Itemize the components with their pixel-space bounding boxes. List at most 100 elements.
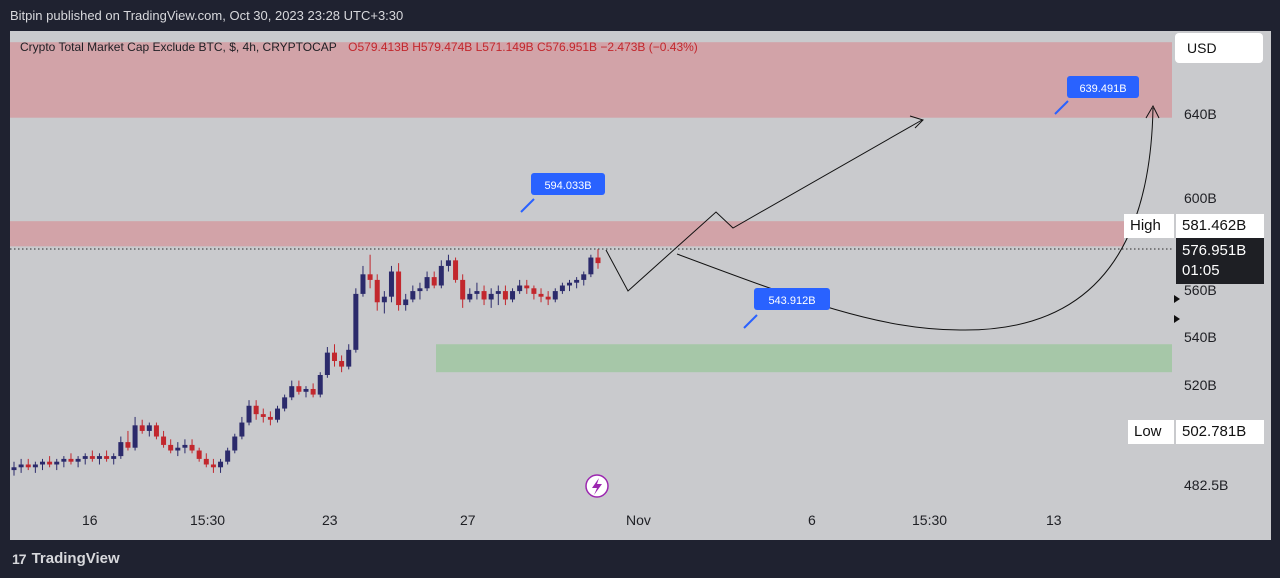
candle-body	[25, 464, 31, 468]
candle-body	[524, 285, 530, 289]
candle-body	[239, 422, 245, 437]
candle	[467, 288, 473, 303]
candle	[89, 450, 95, 462]
candle-body	[47, 461, 53, 465]
candle	[275, 405, 281, 423]
candle-body	[510, 291, 516, 300]
candle-body	[68, 458, 74, 462]
resistance-zone[interactable]	[10, 42, 1172, 118]
price-tick: 520B	[1184, 377, 1217, 393]
callout-low-label: 543.912B	[768, 295, 815, 307]
scale-arrow-icon	[1174, 315, 1180, 323]
symbol-name: Crypto Total Market Cap Exclude BTC, $, …	[20, 40, 337, 54]
candle-body	[538, 293, 544, 297]
candle	[182, 439, 188, 454]
candle	[253, 400, 259, 420]
low-value: 502.781B	[1176, 420, 1264, 444]
candle	[189, 439, 195, 454]
projection-zigzag-arrowhead	[909, 115, 924, 129]
candle-body	[353, 293, 359, 350]
time-tick: 15:30	[190, 512, 226, 528]
candle-body	[531, 288, 537, 294]
candle	[531, 285, 537, 300]
candle	[388, 265, 394, 303]
last-price-tag: 576.951B 01:05	[1176, 238, 1264, 284]
candle	[168, 439, 174, 454]
candle-body	[146, 425, 152, 431]
candle-body	[396, 271, 402, 306]
candle-body	[282, 397, 288, 409]
candle-body	[424, 277, 430, 289]
candle-body	[588, 257, 594, 275]
candle-body	[32, 464, 38, 468]
time-tick: 6	[808, 512, 816, 528]
candle-body	[153, 425, 159, 437]
candle	[417, 282, 423, 300]
candle	[374, 274, 380, 311]
candle-body	[11, 467, 17, 471]
candle	[510, 288, 516, 303]
lightning-icon[interactable]	[585, 474, 609, 498]
candle-body	[203, 458, 209, 465]
candle	[25, 458, 31, 471]
callout-low[interactable]: 543.912B	[743, 288, 830, 329]
candle	[282, 394, 288, 412]
scale-arrow-icon	[1174, 295, 1180, 303]
candle	[453, 257, 459, 283]
candle-body	[388, 271, 394, 297]
candle-body	[331, 352, 337, 362]
candle-body	[39, 461, 45, 465]
currency-button[interactable]: USD	[1175, 33, 1263, 63]
candle-body	[111, 456, 117, 459]
candle	[360, 265, 366, 297]
candle-body	[168, 444, 174, 451]
tradingview-logo[interactable]: 17 TradingView	[12, 550, 120, 567]
candle-body	[82, 456, 88, 459]
candle	[18, 458, 24, 473]
candle	[595, 249, 601, 269]
time-tick: 13	[1046, 512, 1062, 528]
last-price-value: 576.951B	[1182, 242, 1247, 259]
callout-mid[interactable]: 594.033B	[520, 173, 605, 213]
candle-body	[417, 288, 423, 292]
candle-body	[218, 461, 224, 468]
candle-body	[403, 299, 409, 306]
resistance-zone[interactable]	[10, 221, 1124, 247]
legend-close: C576.951B	[537, 40, 598, 54]
candle	[324, 347, 330, 378]
candle-body	[89, 456, 95, 459]
candle-body	[260, 414, 266, 417]
candle-body	[381, 296, 387, 303]
price-tick: 482.5B	[1184, 477, 1229, 493]
candle-body	[196, 450, 202, 459]
low-label: Low	[1128, 420, 1174, 444]
candle-body	[275, 408, 281, 420]
candle-body	[189, 444, 195, 451]
candle	[588, 254, 594, 278]
candle-body	[225, 450, 231, 462]
candle	[61, 456, 67, 468]
candle-body	[125, 442, 131, 448]
candle-body	[132, 425, 138, 448]
candle	[481, 285, 487, 306]
callout-top[interactable]: 639.491B	[1054, 76, 1139, 115]
candle	[296, 380, 302, 395]
candle	[438, 260, 444, 289]
candle-body	[559, 285, 565, 292]
candle	[68, 453, 74, 465]
candle	[524, 279, 530, 294]
candle	[104, 450, 110, 462]
candle-body	[303, 388, 309, 392]
candle-body	[481, 291, 487, 300]
time-tick: 15:30	[912, 512, 948, 528]
support-zone[interactable]	[436, 344, 1172, 373]
candle	[118, 436, 124, 459]
candle-body	[267, 416, 273, 420]
candle	[381, 291, 387, 314]
candle	[225, 447, 231, 465]
candle-body	[360, 274, 366, 294]
candle-body	[567, 282, 573, 286]
candle	[339, 355, 345, 373]
callout-top-label: 639.491B	[1079, 83, 1126, 95]
